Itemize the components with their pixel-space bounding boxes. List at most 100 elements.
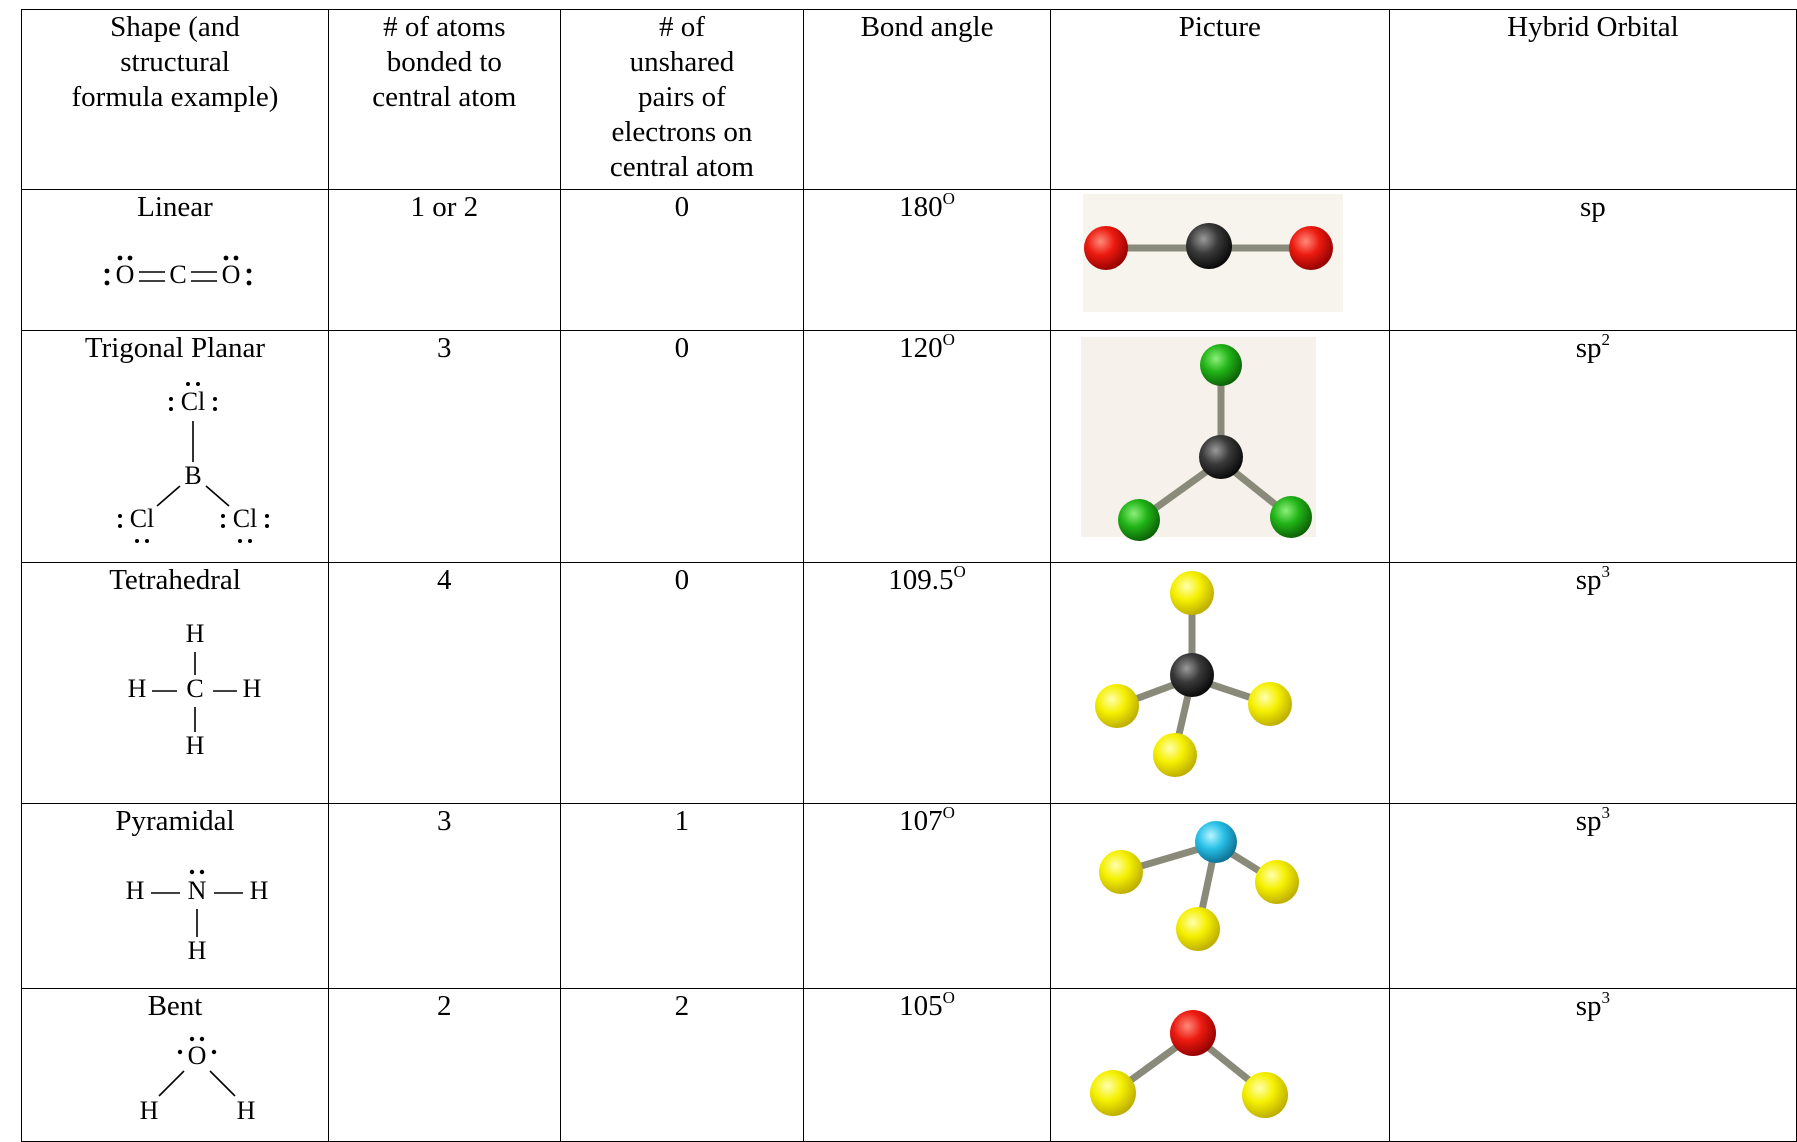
drawing-part — [117, 524, 122, 528]
angle: 107 — [899, 805, 943, 837]
hybrid-cell: sp3 — [1388, 988, 1797, 1142]
unshared-cell: 2 — [559, 988, 805, 1142]
drawing-part — [1198, 435, 1243, 479]
degree-mark: O — [942, 803, 955, 822]
header-line: Shape (and — [110, 11, 240, 43]
row: Linear O C O 1 or 2 0 180O sp — [21, 189, 1797, 331]
drawing-part — [117, 514, 122, 518]
header-cell: Bond angle — [803, 9, 1051, 190]
shape-name: Linear — [137, 191, 213, 223]
drawing-part — [127, 255, 133, 261]
molecule-picture — [1089, 1010, 1288, 1118]
drawing-part — [189, 1036, 195, 1042]
angle: 120 — [899, 332, 943, 364]
drawing-part — [264, 524, 269, 528]
hybrid-cell: sp3 — [1388, 562, 1797, 804]
drawing-part — [199, 869, 205, 875]
drawing-part — [168, 407, 173, 411]
unshared-cell: 1 — [559, 803, 805, 989]
atom-label: B — [184, 461, 201, 490]
structural-formula: H H C H H — [128, 619, 262, 760]
header-line: central atom — [372, 81, 517, 113]
drawing-part — [117, 255, 123, 261]
drawing-part — [1169, 653, 1214, 697]
drawing-part — [1175, 907, 1220, 951]
hybrid: sp — [1575, 990, 1602, 1022]
atoms-cell: 1 or 2 — [327, 189, 561, 331]
drawing-part — [1089, 1070, 1136, 1116]
drawing-part — [246, 280, 252, 286]
angle: 105 — [899, 990, 943, 1022]
atom-label: Cl — [130, 504, 155, 533]
header-line: Bond angle — [860, 11, 994, 43]
angle-cell: 120O — [803, 330, 1051, 563]
drawing-part — [233, 255, 239, 261]
atoms-cell: 3 — [327, 330, 561, 563]
header-line: Hybrid Orbital — [1507, 11, 1679, 43]
atom-label: H — [243, 674, 262, 703]
angle-cell: 109.5O — [803, 562, 1051, 804]
shape-name: Pyramidal — [115, 805, 235, 837]
hybrid: sp — [1575, 805, 1602, 837]
drawing-part — [1098, 850, 1143, 894]
drawing-part — [1288, 226, 1333, 270]
atom-label: H — [250, 876, 269, 905]
hybrid-superscript: 3 — [1601, 988, 1611, 1007]
drawing-part — [199, 1036, 205, 1042]
header-cell: Picture — [1049, 9, 1390, 190]
drawing-part — [185, 382, 190, 386]
drawing-part — [104, 280, 110, 286]
picture-cell — [1049, 988, 1390, 1142]
vsepr-table: Shape (and structural formula example) # o… — [21, 9, 1797, 1142]
atom-label: H — [188, 936, 207, 965]
shape-name: Trigonal Planar — [84, 332, 266, 364]
header-cell: Hybrid Orbital — [1388, 9, 1797, 190]
drawing-part: Shape (and structural formula example) # o… — [21, 9, 1797, 1142]
angle: 180 — [899, 191, 943, 223]
atom-label: H — [237, 1096, 256, 1125]
picture-cell — [1049, 330, 1390, 563]
drawing-part — [1169, 1010, 1216, 1056]
drawing-part — [156, 485, 181, 507]
atom-label: O — [188, 1041, 207, 1070]
drawing-part — [209, 1070, 236, 1097]
unshared-cell: 0 — [559, 562, 805, 804]
hybrid: sp — [1575, 332, 1602, 364]
drawing-part — [1083, 226, 1128, 270]
molecule-picture — [1080, 337, 1316, 541]
drawing-part — [1269, 496, 1312, 538]
atom-label: C — [169, 260, 186, 289]
hybrid-superscript: 3 — [1601, 803, 1611, 822]
drawing-part — [246, 268, 252, 274]
drawing-part — [144, 539, 149, 543]
atom-label: O — [116, 260, 135, 289]
molecule-picture — [1082, 194, 1343, 312]
header-row: Shape (and structural formula example) # o… — [21, 9, 1797, 190]
header-line: central atom — [609, 151, 754, 183]
hybrid-cell: sp3 — [1388, 803, 1797, 989]
molecule-picture — [1094, 571, 1292, 777]
structural-formula: Cl B Cl Cl — [117, 382, 269, 543]
atom-label: O — [222, 260, 241, 289]
atom-label: Cl — [233, 504, 258, 533]
shape-cell: Tetrahedral H H C H H — [21, 562, 329, 804]
header-line: Picture — [1178, 11, 1261, 43]
drawing-part — [104, 268, 110, 274]
degree-mark: O — [942, 330, 955, 349]
header-cell: # of unshared pairs of electrons on central … — [559, 9, 805, 190]
header-cell: Shape (and structural formula example) — [21, 9, 329, 190]
drawing-part — [189, 869, 195, 875]
hybrid-superscript: 3 — [1601, 562, 1611, 581]
header-line: unshared — [629, 46, 735, 78]
shape-name: Tetrahedral — [109, 564, 241, 596]
drawing-part — [1247, 682, 1292, 726]
row: Tetrahedral H H C H H 4 0 109.5O sp3 — [21, 562, 1797, 804]
drawing-part — [220, 514, 225, 518]
header-line: formula example) — [71, 81, 279, 113]
shape-cell: Linear O C O — [21, 189, 329, 331]
shape-cell: Trigonal Planar Cl B Cl Cl — [21, 330, 329, 563]
picture-cell — [1049, 803, 1390, 989]
row: Trigonal Planar Cl B Cl Cl 3 0 120O — [21, 330, 1797, 563]
header-line: pairs of — [638, 81, 726, 113]
degree-mark: O — [953, 562, 966, 581]
